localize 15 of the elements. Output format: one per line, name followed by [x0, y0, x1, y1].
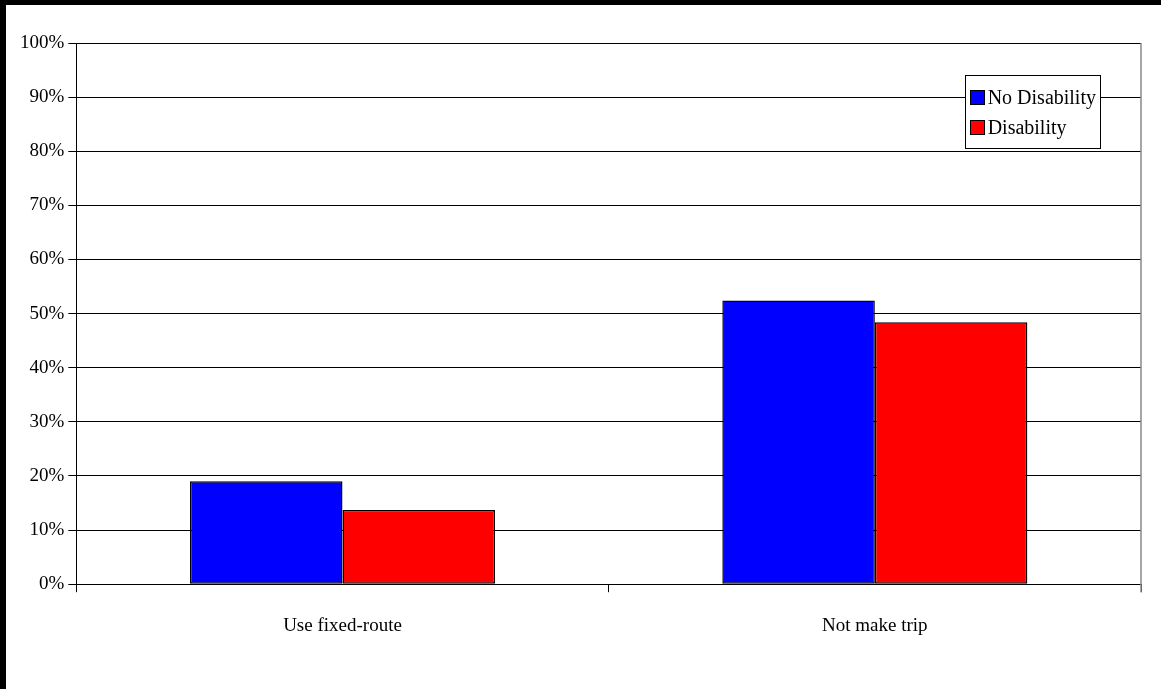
y-tick-label: 40%: [29, 355, 65, 377]
legend-label: Disability: [987, 115, 1067, 141]
y-tick-label: 20%: [29, 463, 65, 485]
y-tick-label: 70%: [29, 193, 65, 215]
y-tick-label: 0%: [39, 572, 65, 594]
y-tick-label: 10%: [29, 518, 65, 540]
y-tick-label: 100%: [20, 30, 65, 52]
y-tick-label: 50%: [29, 301, 65, 323]
x-tick-label: Not make trip: [822, 613, 928, 635]
legend-label: No Disability: [987, 85, 1096, 111]
y-tick-label: 80%: [29, 139, 65, 161]
y-tick-label: 30%: [29, 409, 65, 431]
x-tick-label: Use fixed-route: [283, 613, 402, 635]
y-tick-label: 60%: [29, 247, 65, 269]
y-tick-label: 90%: [29, 85, 65, 107]
